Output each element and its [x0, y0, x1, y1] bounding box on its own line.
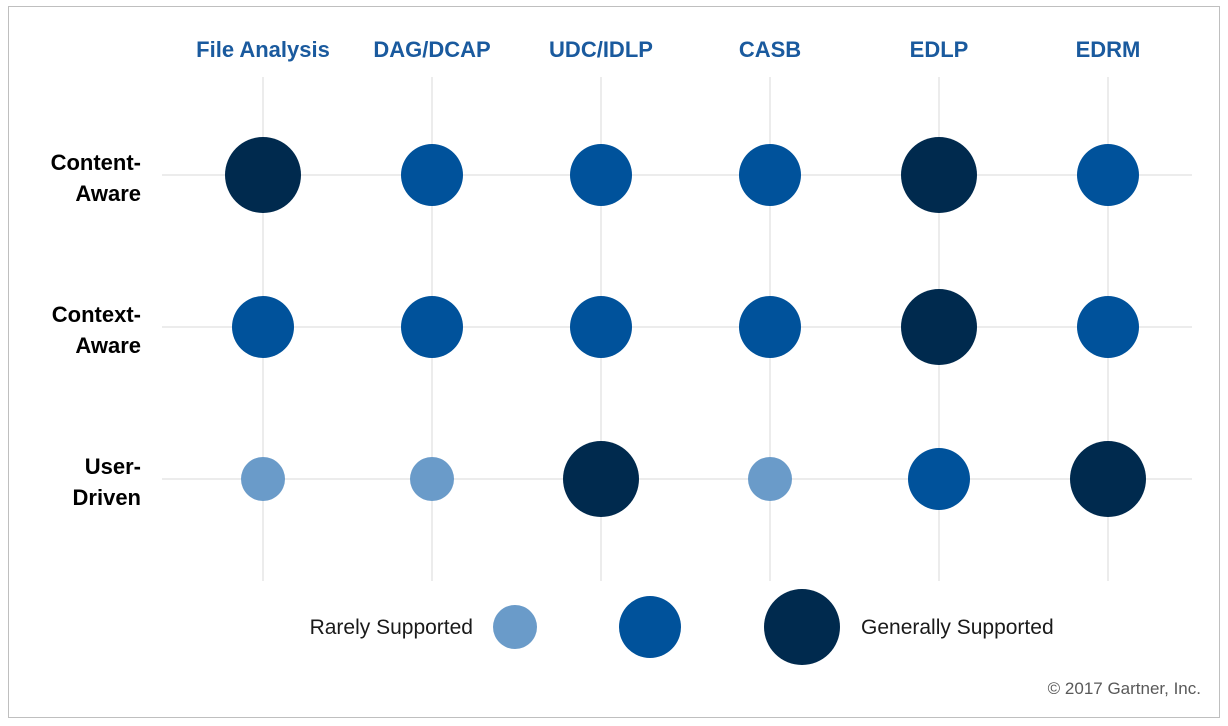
bubble-0-3	[739, 144, 801, 206]
bubble-2-5	[1070, 441, 1146, 517]
bubble-2-3	[748, 457, 792, 501]
column-label: File Analysis	[196, 37, 330, 62]
bubble-1-3	[739, 296, 801, 358]
legend-label-generally: Generally Supported	[861, 616, 1054, 639]
legend-bubble-1	[493, 605, 537, 649]
bubble-1-5	[1077, 296, 1139, 358]
bubble-0-1	[401, 144, 463, 206]
column-label: DAG/DCAP	[373, 37, 490, 62]
legend-label-rarely: Rarely Supported	[310, 616, 473, 639]
column-label: EDRM	[1076, 37, 1141, 62]
bubble-1-0	[232, 296, 294, 358]
row-label: Context-Aware	[52, 302, 141, 358]
column-label: UDC/IDLP	[549, 37, 653, 62]
row-label: User-Driven	[73, 454, 141, 510]
legend-bubble-3	[764, 589, 840, 665]
bubble-1-1	[401, 296, 463, 358]
bubble-2-1	[410, 457, 454, 501]
copyright-text: © 2017 Gartner, Inc.	[1047, 679, 1201, 698]
column-label: CASB	[739, 37, 801, 62]
bubble-0-2	[570, 144, 632, 206]
column-label: EDLP	[910, 37, 969, 62]
bubble-0-0	[225, 137, 301, 213]
bubble-1-4	[901, 289, 977, 365]
bubble-0-5	[1077, 144, 1139, 206]
bubble-2-4	[908, 448, 970, 510]
bubble-1-2	[570, 296, 632, 358]
legend-bubble-2	[619, 596, 681, 658]
bubble-2-0	[241, 457, 285, 501]
bubble-matrix-chart: File Analysis DAG/DCAP UDC/IDLP CASB EDLP EDR…	[51, 37, 1192, 665]
bubble-2-2	[563, 441, 639, 517]
row-label: Content-Aware	[51, 150, 141, 206]
chart-frame: File Analysis DAG/DCAP UDC/IDLP CASB EDLP EDR…	[8, 6, 1220, 718]
bubble-0-4	[901, 137, 977, 213]
